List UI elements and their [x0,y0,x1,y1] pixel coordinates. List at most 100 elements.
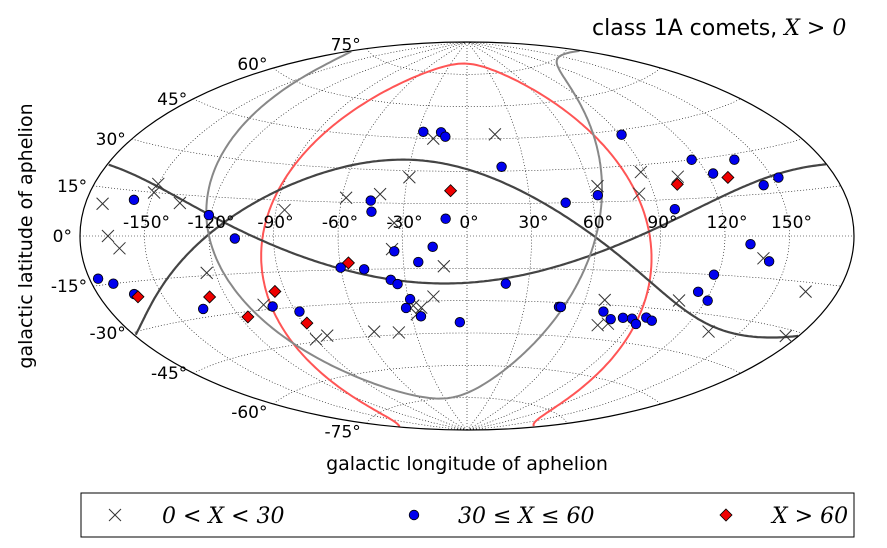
circle-marker [203,209,215,221]
lat-tick-label: -15° [51,277,87,297]
circle-marker [500,278,512,289]
diamond-marker [268,284,282,299]
circle-marker [592,190,603,201]
circle-marker [598,306,609,317]
diamond-marker [203,290,217,304]
cross-marker [200,266,214,280]
circle-marker [389,246,400,257]
meridian-line [466,41,661,431]
lat-tick-label: -45° [151,364,187,384]
diamond-marker [719,508,733,522]
parallel-line [131,138,803,172]
circle-marker [408,509,420,521]
lat-tick-label: 0° [53,227,72,247]
circle-marker [616,129,627,140]
circle-marker [745,238,756,250]
legend-label: 30 ≤ X ≤ 60 [458,504,595,529]
lon-tick-label: 90° [647,213,677,233]
legend-entry: X > 60 [719,504,848,529]
lat-tick-label: -30° [90,324,126,344]
chart-title: class 1A comets, X > 0 [592,16,846,41]
great-circle-grey-curve [205,50,597,400]
circle-marker [294,306,305,317]
circle-marker [108,278,119,289]
meridian-line [337,41,468,431]
cross-marker [672,294,686,307]
cross-marker [278,203,291,217]
meridian-line [466,41,532,431]
circle-marker [335,262,346,273]
cross-marker [414,301,428,314]
cross-marker [403,170,416,184]
diamond-marker [300,316,314,330]
circle-marker [692,286,704,298]
circle-marker [427,241,438,253]
parallel-line [366,48,568,75]
cross-marker [591,179,604,193]
lat-tick-label: 15° [57,177,87,197]
longitude-tick-labels: -150° -120° -90° -60° -30° 0° 30° 60° 90° 120° 150… [123,213,812,233]
meridian-line [208,41,468,431]
legend-label: 0 < X < 30 [162,504,285,529]
circle-marker [630,318,642,330]
cross-marker [339,191,353,205]
meridian-line [402,41,468,431]
lat-tick-label: 75° [331,36,361,56]
lon-tick-label: 60° [583,213,613,233]
lon-tick-label: -120° [187,213,234,233]
cross-marker [799,285,812,298]
great-circle-dark-2-curve [638,163,827,238]
legend: 0 < X < 30 30 ≤ X ≤ 60 X > 60 [80,492,855,538]
circle-marker [413,256,424,268]
parallel-line [93,185,841,204]
circle-marker [560,197,571,208]
lon-tick-label: -60° [322,213,358,233]
lon-tick-label: 30° [518,213,548,233]
great-circle-dark-1-curve [134,158,595,336]
lon-tick-label: -90° [257,213,293,233]
cross-marker [779,329,793,343]
circle-marker [686,154,697,165]
circle-marker [702,295,713,306]
cross-marker [101,229,115,243]
circle-marker [92,273,104,284]
great-circles [108,49,827,428]
lon-tick-label: -150° [123,213,170,233]
cross-marker [591,318,605,332]
ecliptic-curve [260,62,651,428]
cross-marker [392,326,406,339]
circle-marker [365,195,376,206]
circle-marker [763,256,775,267]
circle-marker [454,317,466,328]
circle-marker [229,233,241,244]
circle-marker [669,203,681,215]
diamond-marker [721,170,735,185]
diamond-marker [131,290,145,304]
cross-marker [373,187,387,201]
parallel-line [93,268,841,287]
cross-marker [671,170,685,184]
lon-tick-label: 0° [459,213,478,233]
diamond-marker [241,310,255,324]
lat-tick-label: -75° [325,422,361,442]
cross-marker [113,241,126,255]
parallel-line [131,300,803,334]
great-circle-dark-2-curve [108,163,640,285]
circle-marker [197,303,209,315]
y-axis-label: galactic latitude of aphelion [15,103,37,368]
x-axis-label: galactic longitude of aphelion [326,453,608,475]
circle-marker [392,278,403,290]
lon-tick-label: -30° [386,213,422,233]
legend-label: X > 60 [770,504,848,529]
cross-marker [427,290,440,303]
cross-marker [320,329,334,342]
circle-marker [708,269,720,280]
cross-marker [702,325,715,338]
cross-marker [437,259,451,273]
cross-marker [151,177,165,191]
circle-marker [440,131,451,142]
circle-marker [267,301,278,312]
circle-marker [605,313,616,325]
great-circle-dark-1-curve [593,235,799,339]
circle-marker [496,161,507,172]
